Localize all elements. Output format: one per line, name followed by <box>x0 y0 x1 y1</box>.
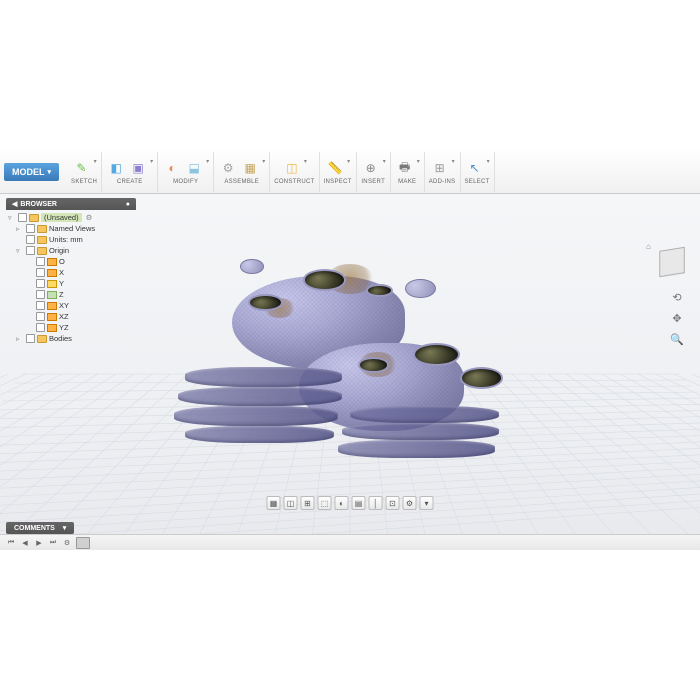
browser-panel: ◀BROWSER ● ▿(Unsaved)⚙▹Named ViewsUnits:… <box>6 198 136 346</box>
tree-item[interactable]: YZ <box>6 322 136 333</box>
toolbar-label: ASSEMBLE <box>224 179 259 185</box>
toolbar-label: CONSTRUCT <box>274 179 314 185</box>
mesh-model[interactable] <box>154 235 546 480</box>
tree-item[interactable]: X <box>6 267 136 278</box>
toolbar-group-assemble: ⚙▦▾ASSEMBLE <box>214 152 270 192</box>
workspace-switcher[interactable]: MODEL <box>4 163 59 181</box>
timeline-control[interactable]: ⏮ <box>6 538 16 548</box>
toolbar-group-sketch: ✎▾SKETCH <box>67 152 102 192</box>
display-toolbar: ▦◫⊞⬚◐▤│⊡⚙▾ <box>265 494 436 512</box>
tree-item[interactable]: Z <box>6 289 136 300</box>
tree-item[interactable]: XZ <box>6 311 136 322</box>
pan-icon[interactable]: ✥ <box>668 309 686 327</box>
toolbar-group-insert: ⊕▾INSERT <box>357 152 391 192</box>
toolbar-icon[interactable]: ▦ <box>240 158 260 178</box>
timeline-feature[interactable] <box>76 537 90 549</box>
toolbar-group-create: ◧▣▾CREATE <box>102 152 158 192</box>
timeline-control[interactable]: ⚙ <box>62 538 72 548</box>
toolbar-icon[interactable]: ↖ <box>465 158 485 178</box>
view-cube[interactable]: ⌂ <box>654 244 690 280</box>
toolbar-group-inspect: 📏▾INSPECT <box>320 152 357 192</box>
toolbar-label: MAKE <box>398 179 416 185</box>
fusion360-app: MODEL ✎▾SKETCH◧▣▾CREATE◐⬓▾MODIFY⚙▦▾ASSEM… <box>0 150 700 550</box>
browser-header[interactable]: ◀BROWSER ● <box>6 198 136 210</box>
toolbar-icon[interactable]: ▣ <box>128 158 148 178</box>
toolbar-label: CREATE <box>117 179 143 185</box>
toolbar-group-construct: ◫▾CONSTRUCT <box>270 152 319 192</box>
toolbar-group-modify: ◐⬓▾MODIFY <box>158 152 214 192</box>
toolbar-icon[interactable]: ⚙ <box>218 158 238 178</box>
zoom-icon[interactable]: 🔍 <box>668 330 686 348</box>
timeline-control[interactable]: ◀ <box>20 538 30 548</box>
main-toolbar: MODEL ✎▾SKETCH◧▣▾CREATE◐⬓▾MODIFY⚙▦▾ASSEM… <box>0 150 700 194</box>
toolbar-label: SELECT <box>465 179 490 185</box>
toolbar-icon[interactable]: ◐ <box>162 158 182 178</box>
tree-item[interactable]: ▹Bodies <box>6 333 136 344</box>
home-icon[interactable]: ⌂ <box>646 242 651 251</box>
toolbar-group-make: 🖶▾MAKE <box>391 152 425 192</box>
tree-root[interactable]: ▿(Unsaved)⚙ <box>6 212 136 223</box>
display-button[interactable]: ▦ <box>267 496 281 510</box>
toolbar-label: INSERT <box>361 179 385 185</box>
display-button[interactable]: ▤ <box>352 496 366 510</box>
tree-item[interactable]: Units: mm <box>6 234 136 245</box>
tree-item[interactable]: ▹Named Views <box>6 223 136 234</box>
display-button[interactable]: ◫ <box>284 496 298 510</box>
display-button[interactable]: ⬚ <box>318 496 332 510</box>
display-button[interactable]: ⊞ <box>301 496 315 510</box>
tree-item[interactable]: ▿Origin <box>6 245 136 256</box>
nav-controls: ⟲ ✥ 🔍 <box>668 288 686 348</box>
tree-item[interactable]: XY <box>6 300 136 311</box>
toolbar-label: SKETCH <box>71 179 97 185</box>
toolbar-label: MODIFY <box>173 179 198 185</box>
display-button[interactable]: ⊡ <box>386 496 400 510</box>
collapse-icon[interactable]: ● <box>126 201 130 208</box>
toolbar-icon[interactable]: ✎ <box>72 158 92 178</box>
toolbar-label: INSPECT <box>324 179 352 185</box>
timeline: ⏮ ◀ ▶ ⏭ ⚙ <box>0 534 700 550</box>
tree-item[interactable]: O <box>6 256 136 267</box>
orbit-icon[interactable]: ⟲ <box>668 288 686 306</box>
toolbar-label: ADD-INS <box>429 179 456 185</box>
toolbar-icon[interactable]: 🖶 <box>395 158 415 178</box>
toolbar-icon[interactable]: 📏 <box>325 158 345 178</box>
toolbar-icon[interactable]: ⊞ <box>430 158 450 178</box>
display-button[interactable]: ▾ <box>420 496 434 510</box>
timeline-control[interactable]: ⏭ <box>48 538 58 548</box>
comments-panel-header[interactable]: COMMENTS ▾ <box>6 522 74 534</box>
display-button[interactable]: ⚙ <box>403 496 417 510</box>
display-button[interactable]: ◐ <box>335 496 349 510</box>
toolbar-icon[interactable]: ◧ <box>106 158 126 178</box>
tree-item[interactable]: Y <box>6 278 136 289</box>
toolbar-icon[interactable]: ⊕ <box>361 158 381 178</box>
toolbar-group-select: ↖▾SELECT <box>461 152 495 192</box>
toolbar-icon[interactable]: ◫ <box>282 158 302 178</box>
timeline-control[interactable]: ▶ <box>34 538 44 548</box>
toolbar-icon[interactable]: ⬓ <box>184 158 204 178</box>
display-button[interactable]: │ <box>369 496 383 510</box>
toolbar-group-add-ins: ⊞▾ADD-INS <box>425 152 461 192</box>
